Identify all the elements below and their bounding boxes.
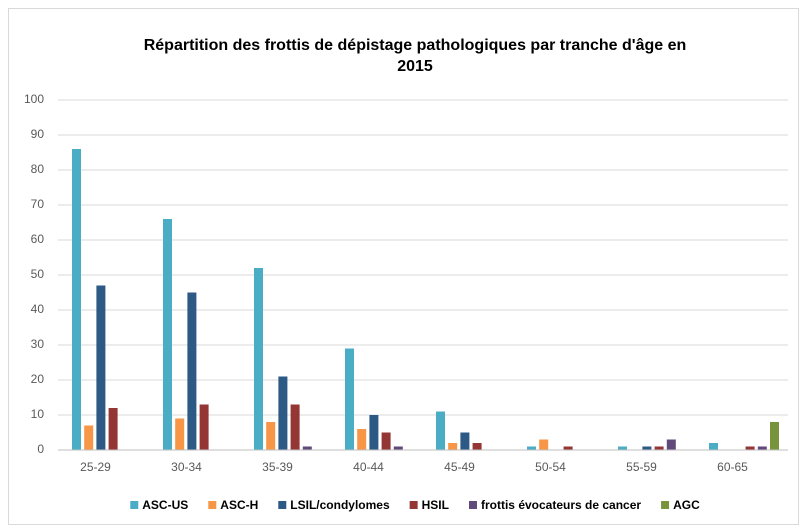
- bar: [770, 422, 779, 450]
- bar: [460, 432, 470, 450]
- bar: [436, 411, 445, 450]
- y-tick-label: 60: [31, 232, 45, 246]
- chart-title: Répartition des frottis de dépistage pat…: [144, 37, 687, 54]
- bar: [393, 446, 403, 450]
- legend-swatch: [208, 501, 217, 509]
- legend-swatch: [130, 501, 139, 509]
- legend-label: ASC-H: [220, 498, 258, 512]
- y-tick-label: 90: [31, 127, 45, 141]
- bar: [527, 446, 536, 450]
- bar: [666, 439, 676, 450]
- bar: [745, 446, 755, 450]
- bar: [266, 422, 276, 450]
- chart-title: 2015: [397, 58, 433, 75]
- y-tick-label: 10: [31, 407, 45, 421]
- bar: [369, 415, 379, 450]
- x-tick-label: 30-34: [171, 460, 202, 474]
- y-tick-label: 50: [31, 267, 45, 281]
- bar: [539, 439, 549, 450]
- bar: [381, 432, 391, 450]
- bar: [642, 446, 652, 450]
- x-tick-label: 25-29: [80, 460, 111, 474]
- bar: [175, 418, 185, 450]
- legend-label: HSIL: [422, 498, 449, 512]
- legend-label: LSIL/condylomes: [290, 498, 390, 512]
- bar: [563, 446, 573, 450]
- y-tick-label: 70: [31, 197, 45, 211]
- y-tick-label: 80: [31, 162, 45, 176]
- bar: [290, 404, 300, 450]
- legend-swatch: [409, 501, 418, 509]
- x-tick-label: 45-49: [444, 460, 475, 474]
- bar: [302, 446, 312, 450]
- bar: [345, 348, 354, 450]
- legend-label: ASC-US: [142, 498, 188, 512]
- y-tick-label: 40: [31, 302, 45, 316]
- bar: [187, 292, 197, 450]
- y-tick-label: 100: [24, 92, 44, 106]
- bar: [96, 285, 106, 450]
- bar: [357, 429, 367, 450]
- bar: [254, 268, 263, 450]
- x-tick-label: 50-54: [535, 460, 566, 474]
- bar: [448, 443, 458, 450]
- legend-swatch: [468, 501, 477, 509]
- bar: [472, 443, 482, 450]
- bar: [757, 446, 767, 450]
- legend-swatch: [661, 501, 670, 509]
- x-tick-label: 40-44: [353, 460, 384, 474]
- bar: [618, 446, 627, 450]
- x-tick-label: 60-65: [717, 460, 748, 474]
- x-tick-label: 35-39: [262, 460, 293, 474]
- y-tick-label: 20: [31, 372, 45, 386]
- bar: [278, 376, 288, 450]
- bar: [199, 404, 209, 450]
- legend-label: AGC: [673, 498, 700, 512]
- x-tick-label: 55-59: [626, 460, 657, 474]
- bar: [163, 219, 172, 450]
- y-tick-label: 30: [31, 337, 45, 351]
- chart-frame: [8, 8, 799, 525]
- bar: [108, 408, 118, 450]
- bar: [72, 149, 81, 450]
- bar: [84, 425, 94, 450]
- y-tick-label: 0: [37, 442, 44, 456]
- bar: [654, 446, 664, 450]
- bar: [709, 443, 718, 450]
- legend-swatch: [278, 501, 287, 509]
- legend-label: frottis évocateurs de cancer: [481, 498, 641, 512]
